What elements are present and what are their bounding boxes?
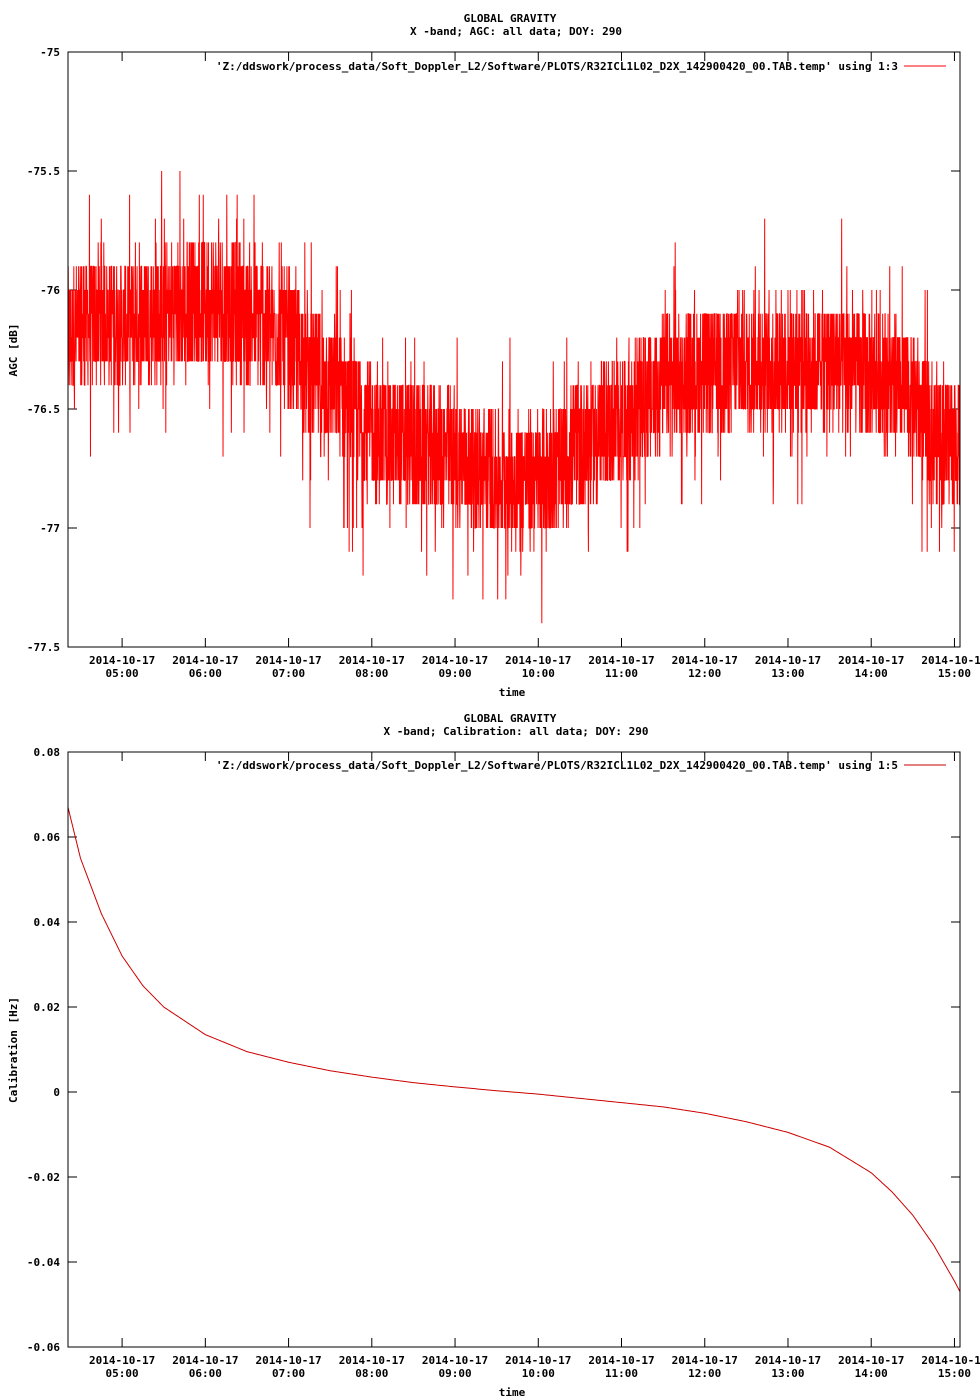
- cal-xtick-time: 07:00: [272, 1367, 305, 1380]
- agc-xtick-date: 2014-10-17: [921, 654, 980, 667]
- agc-xtick-time: 07:00: [272, 667, 305, 680]
- cal-xtick-date: 2014-10-17: [672, 1354, 738, 1367]
- cal-series-line: [67, 807, 961, 1292]
- cal-xtick-time: 09:00: [438, 1367, 471, 1380]
- cal-legend-label: 'Z:/ddswork/process_data/Soft_Doppler_L2…: [216, 759, 898, 772]
- cal-xtick-date: 2014-10-17: [755, 1354, 821, 1367]
- cal-xtick-time: 11:00: [605, 1367, 638, 1380]
- calibration-plot: GLOBAL GRAVITY X -band; Calibration: all…: [7, 712, 980, 1399]
- cal-ylabel: Calibration [Hz]: [7, 997, 20, 1103]
- agc-ytick-label: -76: [40, 284, 60, 297]
- agc-xlabel: time: [499, 686, 526, 699]
- cal-ytick-label: -0.06: [27, 1341, 60, 1354]
- cal-xtick-time: 15:00: [938, 1367, 971, 1380]
- cal-xtick-date: 2014-10-17: [838, 1354, 904, 1367]
- agc-subtitle: X -band; AGC: all data; DOY: 290: [410, 25, 622, 38]
- agc-xtick-date: 2014-10-17: [755, 654, 821, 667]
- cal-xtick-time: 14:00: [855, 1367, 888, 1380]
- cal-xtick-time: 08:00: [355, 1367, 388, 1380]
- cal-xtick-time: 13:00: [771, 1367, 804, 1380]
- agc-xtick-date: 2014-10-17: [255, 654, 321, 667]
- agc-xtick-time: 12:00: [688, 667, 721, 680]
- agc-xtick-date: 2014-10-17: [505, 654, 571, 667]
- cal-ytick-label: -0.02: [27, 1171, 60, 1184]
- agc-ylabel: AGC [dB]: [7, 324, 20, 377]
- agc-x-ticks: 2014-10-1705:002014-10-1706:002014-10-17…: [89, 52, 980, 680]
- agc-title: GLOBAL GRAVITY: [464, 12, 557, 25]
- cal-xtick-time: 06:00: [189, 1367, 222, 1380]
- agc-y-ticks: -75 -75.5 -76 -76.5 -77 -77.5: [27, 46, 960, 654]
- agc-xtick-date: 2014-10-17: [838, 654, 904, 667]
- agc-xtick-date: 2014-10-17: [672, 654, 738, 667]
- agc-ytick-label: -75.5: [27, 165, 60, 178]
- cal-y-ticks: 0.08 0.06 0.04 0.02 0 -0.02 -0.04 -0.06: [27, 746, 960, 1354]
- agc-series: [67, 170, 961, 624]
- agc-xtick-date: 2014-10-17: [422, 654, 488, 667]
- cal-ytick-label: 0: [53, 1086, 60, 1099]
- cal-xtick-date: 2014-10-17: [588, 1354, 654, 1367]
- cal-ytick-label: -0.04: [27, 1256, 60, 1269]
- cal-ytick-label: 0.06: [34, 831, 61, 844]
- agc-xtick-time: 15:00: [938, 667, 971, 680]
- cal-xtick-date: 2014-10-17: [172, 1354, 238, 1367]
- cal-xtick-time: 10:00: [522, 1367, 555, 1380]
- agc-xtick-date: 2014-10-17: [339, 654, 405, 667]
- agc-xtick-date: 2014-10-17: [89, 654, 155, 667]
- cal-ytick-label: 0.02: [34, 1001, 61, 1014]
- cal-xtick-date: 2014-10-17: [505, 1354, 571, 1367]
- cal-ytick-label: 0.04: [34, 916, 61, 929]
- agc-xtick-time: 10:00: [522, 667, 555, 680]
- cal-title: GLOBAL GRAVITY: [464, 712, 557, 725]
- agc-xtick-time: 05:00: [106, 667, 139, 680]
- agc-xtick-time: 09:00: [438, 667, 471, 680]
- agc-xtick-time: 13:00: [771, 667, 804, 680]
- agc-xtick-date: 2014-10-17: [588, 654, 654, 667]
- agc-ytick-label: -75: [40, 46, 60, 59]
- cal-ytick-label: 0.08: [34, 746, 61, 759]
- agc-ytick-label: -77: [40, 522, 60, 535]
- cal-plot-border: [67, 751, 961, 1348]
- agc-plot: GLOBAL GRAVITY X -band; AGC: all data; D…: [7, 12, 980, 699]
- cal-subtitle: X -band; Calibration: all data; DOY: 290: [384, 725, 649, 738]
- agc-xtick-time: 08:00: [355, 667, 388, 680]
- cal-xtick-time: 05:00: [106, 1367, 139, 1380]
- agc-legend-label: 'Z:/ddswork/process_data/Soft_Doppler_L2…: [216, 60, 898, 73]
- cal-xtick-date: 2014-10-17: [89, 1354, 155, 1367]
- agc-series-line: [67, 170, 961, 624]
- cal-xtick-date: 2014-10-17: [255, 1354, 321, 1367]
- agc-ytick-label: -77.5: [27, 641, 60, 654]
- cal-series: [67, 807, 961, 1292]
- agc-xtick-time: 14:00: [855, 667, 888, 680]
- agc-plot-border: [67, 51, 961, 648]
- cal-xlabel: time: [499, 1386, 526, 1399]
- cal-xtick-date: 2014-10-17: [422, 1354, 488, 1367]
- cal-xtick-date: 2014-10-17: [921, 1354, 980, 1367]
- agc-ytick-label: -76.5: [27, 403, 60, 416]
- cal-xtick-date: 2014-10-17: [339, 1354, 405, 1367]
- agc-xtick-time: 06:00: [189, 667, 222, 680]
- agc-xtick-date: 2014-10-17: [172, 654, 238, 667]
- cal-xtick-time: 12:00: [688, 1367, 721, 1380]
- agc-xtick-time: 11:00: [605, 667, 638, 680]
- cal-x-ticks: 2014-10-1705:002014-10-1706:002014-10-17…: [89, 752, 980, 1380]
